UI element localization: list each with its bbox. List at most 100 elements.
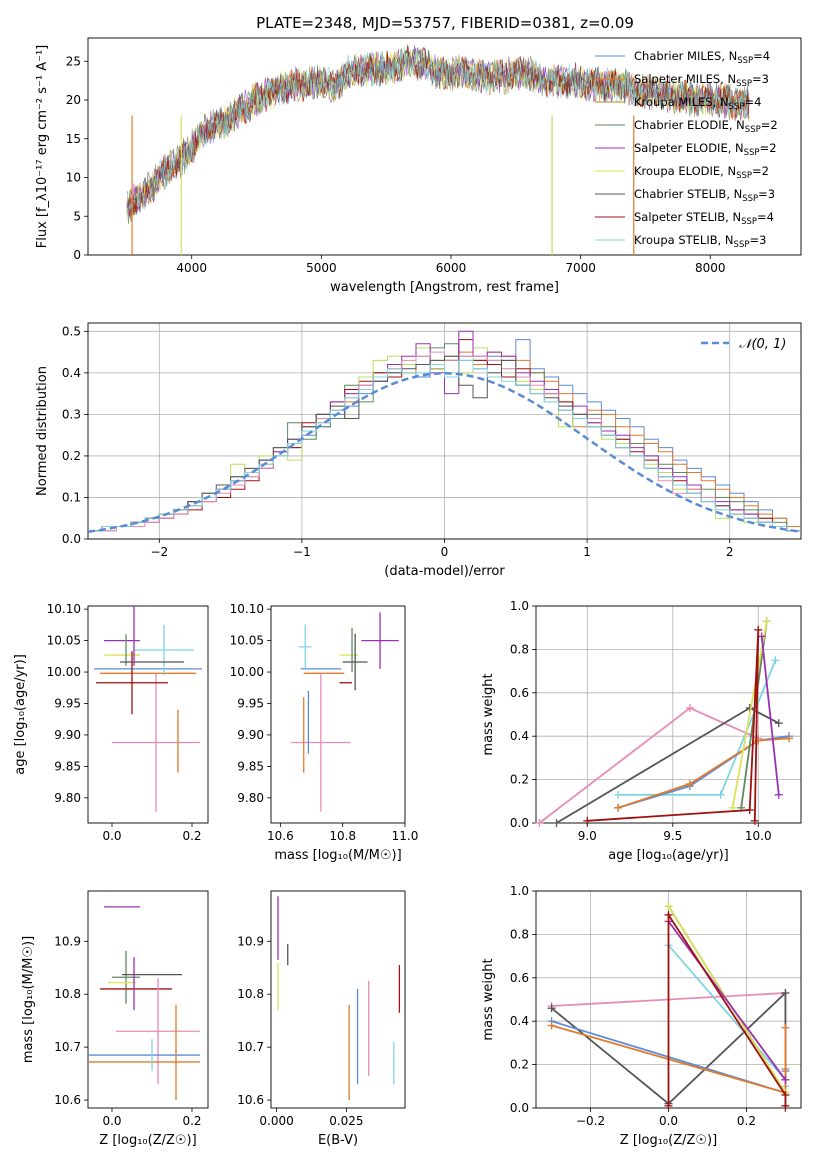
y-tick-label: 0.4 xyxy=(510,729,529,743)
y-tick-label: 0.0 xyxy=(510,816,529,830)
y-tick-label: 9.80 xyxy=(54,791,81,805)
y-tick-label: 0.5 xyxy=(62,324,81,338)
x-tick-label: 8000 xyxy=(695,261,726,275)
x-tick-label: 0.2 xyxy=(182,1114,201,1128)
mass-vs-ebv-chart: 0.000 0.025 10.6 10.7 10.8 10.9 E(B-V) xyxy=(237,890,406,1148)
y-tick-label: 0.0 xyxy=(510,1101,529,1115)
x-tick-label: 7000 xyxy=(565,261,596,275)
x-tick-label: 0.2 xyxy=(182,829,201,843)
weight-vs-z-chart: −0.2 0.0 0.2 0.0 0.2 0.4 0.6 0.8 1.0 Z [log₁₀(Z/Z… xyxy=(481,884,802,1148)
weight-series-line xyxy=(667,920,787,1081)
axes-frame xyxy=(270,605,406,824)
x-tick-label: 0.2 xyxy=(737,1114,756,1128)
y-tick-label: 0.4 xyxy=(62,366,81,380)
histogram-step-line xyxy=(88,359,801,532)
y-tick-label: 10 xyxy=(66,171,81,185)
x-tick-label: 2 xyxy=(726,545,734,559)
legend-label: Chabrier ELODIE, NSSP=2 xyxy=(634,118,778,135)
x-tick-label: 9.0 xyxy=(578,829,597,843)
legend-label: Kroupa STELIB, NSSP=3 xyxy=(634,233,766,250)
y-tick-label: 0.6 xyxy=(510,971,529,985)
legend-label: Kroupa MILES, NSSP=4 xyxy=(634,95,761,112)
y-tick-label: 0.2 xyxy=(510,1058,529,1072)
y-tick-label: 9.90 xyxy=(54,728,81,742)
y-tick-label: 9.90 xyxy=(237,728,264,742)
legend-label: Chabrier MILES, NSSP=4 xyxy=(634,49,770,66)
x-tick-label: 6000 xyxy=(436,261,467,275)
y-tick-label: 1.0 xyxy=(510,884,529,898)
y-tick-label: 10.7 xyxy=(237,1040,264,1054)
y-tick-label: 0.4 xyxy=(510,1014,529,1028)
y-tick-label: 25 xyxy=(66,54,81,68)
y-tick-label: 0.8 xyxy=(510,642,529,656)
y-tick-label: 10.10 xyxy=(47,602,81,616)
y-tick-label: 10.05 xyxy=(230,634,264,648)
y-tick-label: 10.7 xyxy=(54,1040,81,1054)
axes-frame xyxy=(87,605,209,824)
y-tick-label: 0.1 xyxy=(62,490,81,504)
y-tick-label: 10.9 xyxy=(237,934,264,948)
x-tick-label: 1 xyxy=(583,545,591,559)
y-tick-label: 0.0 xyxy=(62,532,81,546)
y-tick-label: 10.10 xyxy=(230,602,264,616)
y-tick-label: 15 xyxy=(66,132,81,146)
y-tick-label: 9.85 xyxy=(237,759,264,773)
weight-series-line xyxy=(538,706,759,824)
y-tick-label: 0.6 xyxy=(510,686,529,700)
legend-label: Chabrier STELIB, NSSP=3 xyxy=(634,187,775,204)
x-tick-label: 4000 xyxy=(176,261,207,275)
y-tick-label: 10.00 xyxy=(230,665,264,679)
x-tick-label: 5000 xyxy=(306,261,337,275)
spectrum-series-line xyxy=(126,46,750,216)
x-tick-label: 0.0 xyxy=(102,1114,121,1128)
x-tick-label: −0.2 xyxy=(576,1114,605,1128)
y-tick-label: 10.6 xyxy=(237,1093,264,1107)
gaussian-curve xyxy=(88,372,801,533)
age-vs-mass-chart: 10.6 10.8 11.0 9.80 9.85 9.90 9.95 10.00 10.05 10… xyxy=(230,602,419,863)
weight-series-line xyxy=(617,735,790,809)
y-tick-label: 0.2 xyxy=(510,773,529,787)
y-tick-label: 10.6 xyxy=(54,1093,81,1107)
x-axis-label: age [log₁₀(age/yr)] xyxy=(608,848,729,863)
x-axis-label: Z [log₁₀(Z/Z☉)] xyxy=(620,1133,717,1148)
y-axis-label: mass [log₁₀(M/M☉)] xyxy=(21,936,36,1063)
y-tick-label: 0 xyxy=(73,248,81,262)
y-axis-label: Normed distribution xyxy=(35,366,50,496)
y-tick-label: 9.80 xyxy=(237,791,264,805)
x-tick-label: 0.0 xyxy=(659,1114,678,1128)
weight-series-line xyxy=(667,911,787,1106)
x-axis-label: E(B-V) xyxy=(318,1133,358,1148)
x-tick-label: 10.8 xyxy=(329,829,356,843)
x-tick-label: 11.0 xyxy=(392,829,419,843)
y-axis-label: age [log₁₀(age/yr)] xyxy=(13,654,28,775)
y-tick-label: 9.95 xyxy=(54,696,81,710)
residuals-chart: −2 −1 0 1 2 0.0 0.1 0.2 0.3 0.4 0.5 (data-model)/er… xyxy=(35,322,802,579)
axes-frame xyxy=(270,890,406,1109)
y-tick-label: 10.05 xyxy=(47,634,81,648)
y-tick-label: 10.00 xyxy=(47,665,81,679)
legend-label: 𝒩(0, 1) xyxy=(739,337,786,352)
y-tick-label: 0.3 xyxy=(62,407,81,421)
y-axis-label: mass weight xyxy=(481,958,496,1040)
x-tick-label: −2 xyxy=(150,545,168,559)
legend-label: Salpeter ELODIE, NSSP=2 xyxy=(634,141,777,158)
age-vs-z-chart: 0.0 0.2 9.80 9.85 9.90 9.95 10.00 10.05 10.10 age… xyxy=(13,602,209,843)
axes-frame xyxy=(87,37,802,256)
x-tick-label: 0.000 xyxy=(259,1114,293,1128)
axes-frame xyxy=(87,890,209,1109)
x-axis-label: (data-model)/error xyxy=(384,564,505,579)
y-tick-label: 10.9 xyxy=(54,934,81,948)
x-tick-label: 10.0 xyxy=(745,829,772,843)
weight-series-line xyxy=(587,629,760,822)
y-tick-label: 0.2 xyxy=(62,449,81,463)
x-tick-label: −1 xyxy=(293,545,311,559)
weight-vs-age-chart: 9.0 9.5 10.0 0.0 0.2 0.4 0.6 0.8 1.0 age [log₁₀(a… xyxy=(481,599,802,863)
weight-series-line xyxy=(760,636,780,795)
weight-series-line xyxy=(617,737,790,809)
x-tick-label: 10.6 xyxy=(267,829,294,843)
x-tick-label: 0.025 xyxy=(329,1114,363,1128)
x-tick-label: 0 xyxy=(441,545,449,559)
weight-series-line xyxy=(731,621,768,808)
x-axis-label: mass [log₁₀(M/M☉)] xyxy=(274,848,401,863)
x-axis-label: Z [log₁₀(Z/Z☉)] xyxy=(99,1133,196,1148)
